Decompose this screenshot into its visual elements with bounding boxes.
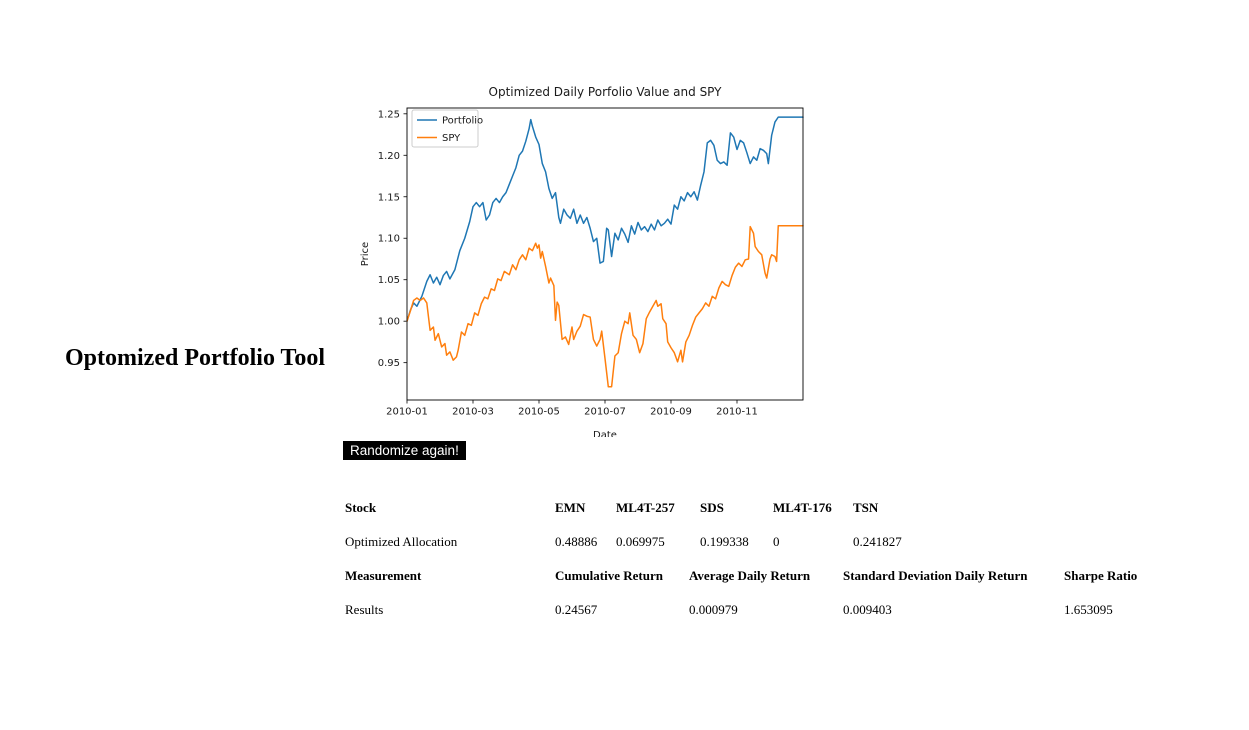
x-tick-label: 2010-01 xyxy=(386,407,428,418)
y-tick-label: 1.05 xyxy=(378,275,400,286)
allocation-header-cell: EMN xyxy=(555,500,586,515)
results-header-row: Measurement Cumulative Return Average Da… xyxy=(345,559,1164,593)
x-tick-label: 2010-05 xyxy=(518,407,560,418)
portfolio-spy-figure: 2010-01 2010-03 2010-05 2010-07 2010-09 2010-… xyxy=(345,80,810,441)
results-value-cell: 0.000979 xyxy=(689,602,738,617)
x-axis-label: Date xyxy=(593,430,617,437)
allocation-value-cell: 0 xyxy=(773,534,780,549)
results-value-cell: 1.653095 xyxy=(1064,602,1113,617)
page-title: Optomized Portfolio Tool xyxy=(65,345,325,371)
portfolio-spy-chart: 2010-01 2010-03 2010-05 2010-07 2010-09 2010-… xyxy=(345,80,810,441)
legend-label: SPY xyxy=(442,133,461,144)
axes-spines xyxy=(406,107,804,401)
results-table: Measurement Cumulative Return Average Da… xyxy=(345,559,1164,627)
y-tick-label: 1.15 xyxy=(378,192,400,203)
results-header-cell: Cumulative Return xyxy=(555,568,663,583)
x-tick-label: 2010-07 xyxy=(584,407,626,418)
allocation-header-cell: TSN xyxy=(853,500,879,515)
y-tick-label: 1.10 xyxy=(378,234,400,245)
allocation-table: Stock EMN ML4T-257 SDS ML4T-176 TSN Opti… xyxy=(345,491,923,559)
allocation-value-cell: 0.48886 xyxy=(555,534,598,549)
y-tick-label: 0.95 xyxy=(378,358,400,369)
x-tick-label: 2010-09 xyxy=(650,407,692,418)
y-tick-label: 1.20 xyxy=(378,151,400,162)
x-tick-label: 2010-11 xyxy=(716,407,758,418)
allocation-header-row: Stock EMN ML4T-257 SDS ML4T-176 TSN xyxy=(345,491,923,525)
chart-legend: Portfolio SPY xyxy=(411,109,483,148)
allocation-header-cell: ML4T-176 xyxy=(773,500,832,515)
results-header-cell: Average Daily Return xyxy=(689,568,811,583)
results-value-row: Results 0.24567 0.000979 0.009403 1.6530… xyxy=(345,593,1164,627)
x-tick-label: 2010-03 xyxy=(452,407,494,418)
allocation-value-row: Optimized Allocation 0.48886 0.069975 0.… xyxy=(345,525,923,559)
randomize-button[interactable]: Randomize again! xyxy=(343,441,466,460)
results-header-cell: Standard Deviation Daily Return xyxy=(843,568,1028,583)
results-header-cell: Measurement xyxy=(345,568,422,583)
y-tick-label: 1.00 xyxy=(378,317,400,328)
chart-title: Optimized Daily Porfolio Value and SPY xyxy=(489,85,723,99)
allocation-value-cell: 0.069975 xyxy=(616,534,665,549)
allocation-header-cell: Stock xyxy=(345,500,377,515)
legend-label: Portfolio xyxy=(442,116,483,127)
y-tick-label: 1.25 xyxy=(378,109,400,120)
results-value-cell: 0.009403 xyxy=(843,602,892,617)
allocation-value-cell: 0.241827 xyxy=(853,534,902,549)
results-header-cell: Sharpe Ratio xyxy=(1064,568,1138,583)
series-line-spy xyxy=(406,225,804,388)
allocation-header-cell: ML4T-257 xyxy=(616,500,675,515)
results-value-cell: Results xyxy=(345,602,384,617)
allocation-value-cell: Optimized Allocation xyxy=(345,534,458,549)
allocation-header-cell: SDS xyxy=(700,500,724,515)
allocation-value-cell: 0.199338 xyxy=(700,534,749,549)
y-axis-label: Price xyxy=(360,242,371,266)
series-line-portfolio xyxy=(406,116,804,322)
results-value-cell: 0.24567 xyxy=(555,602,598,617)
